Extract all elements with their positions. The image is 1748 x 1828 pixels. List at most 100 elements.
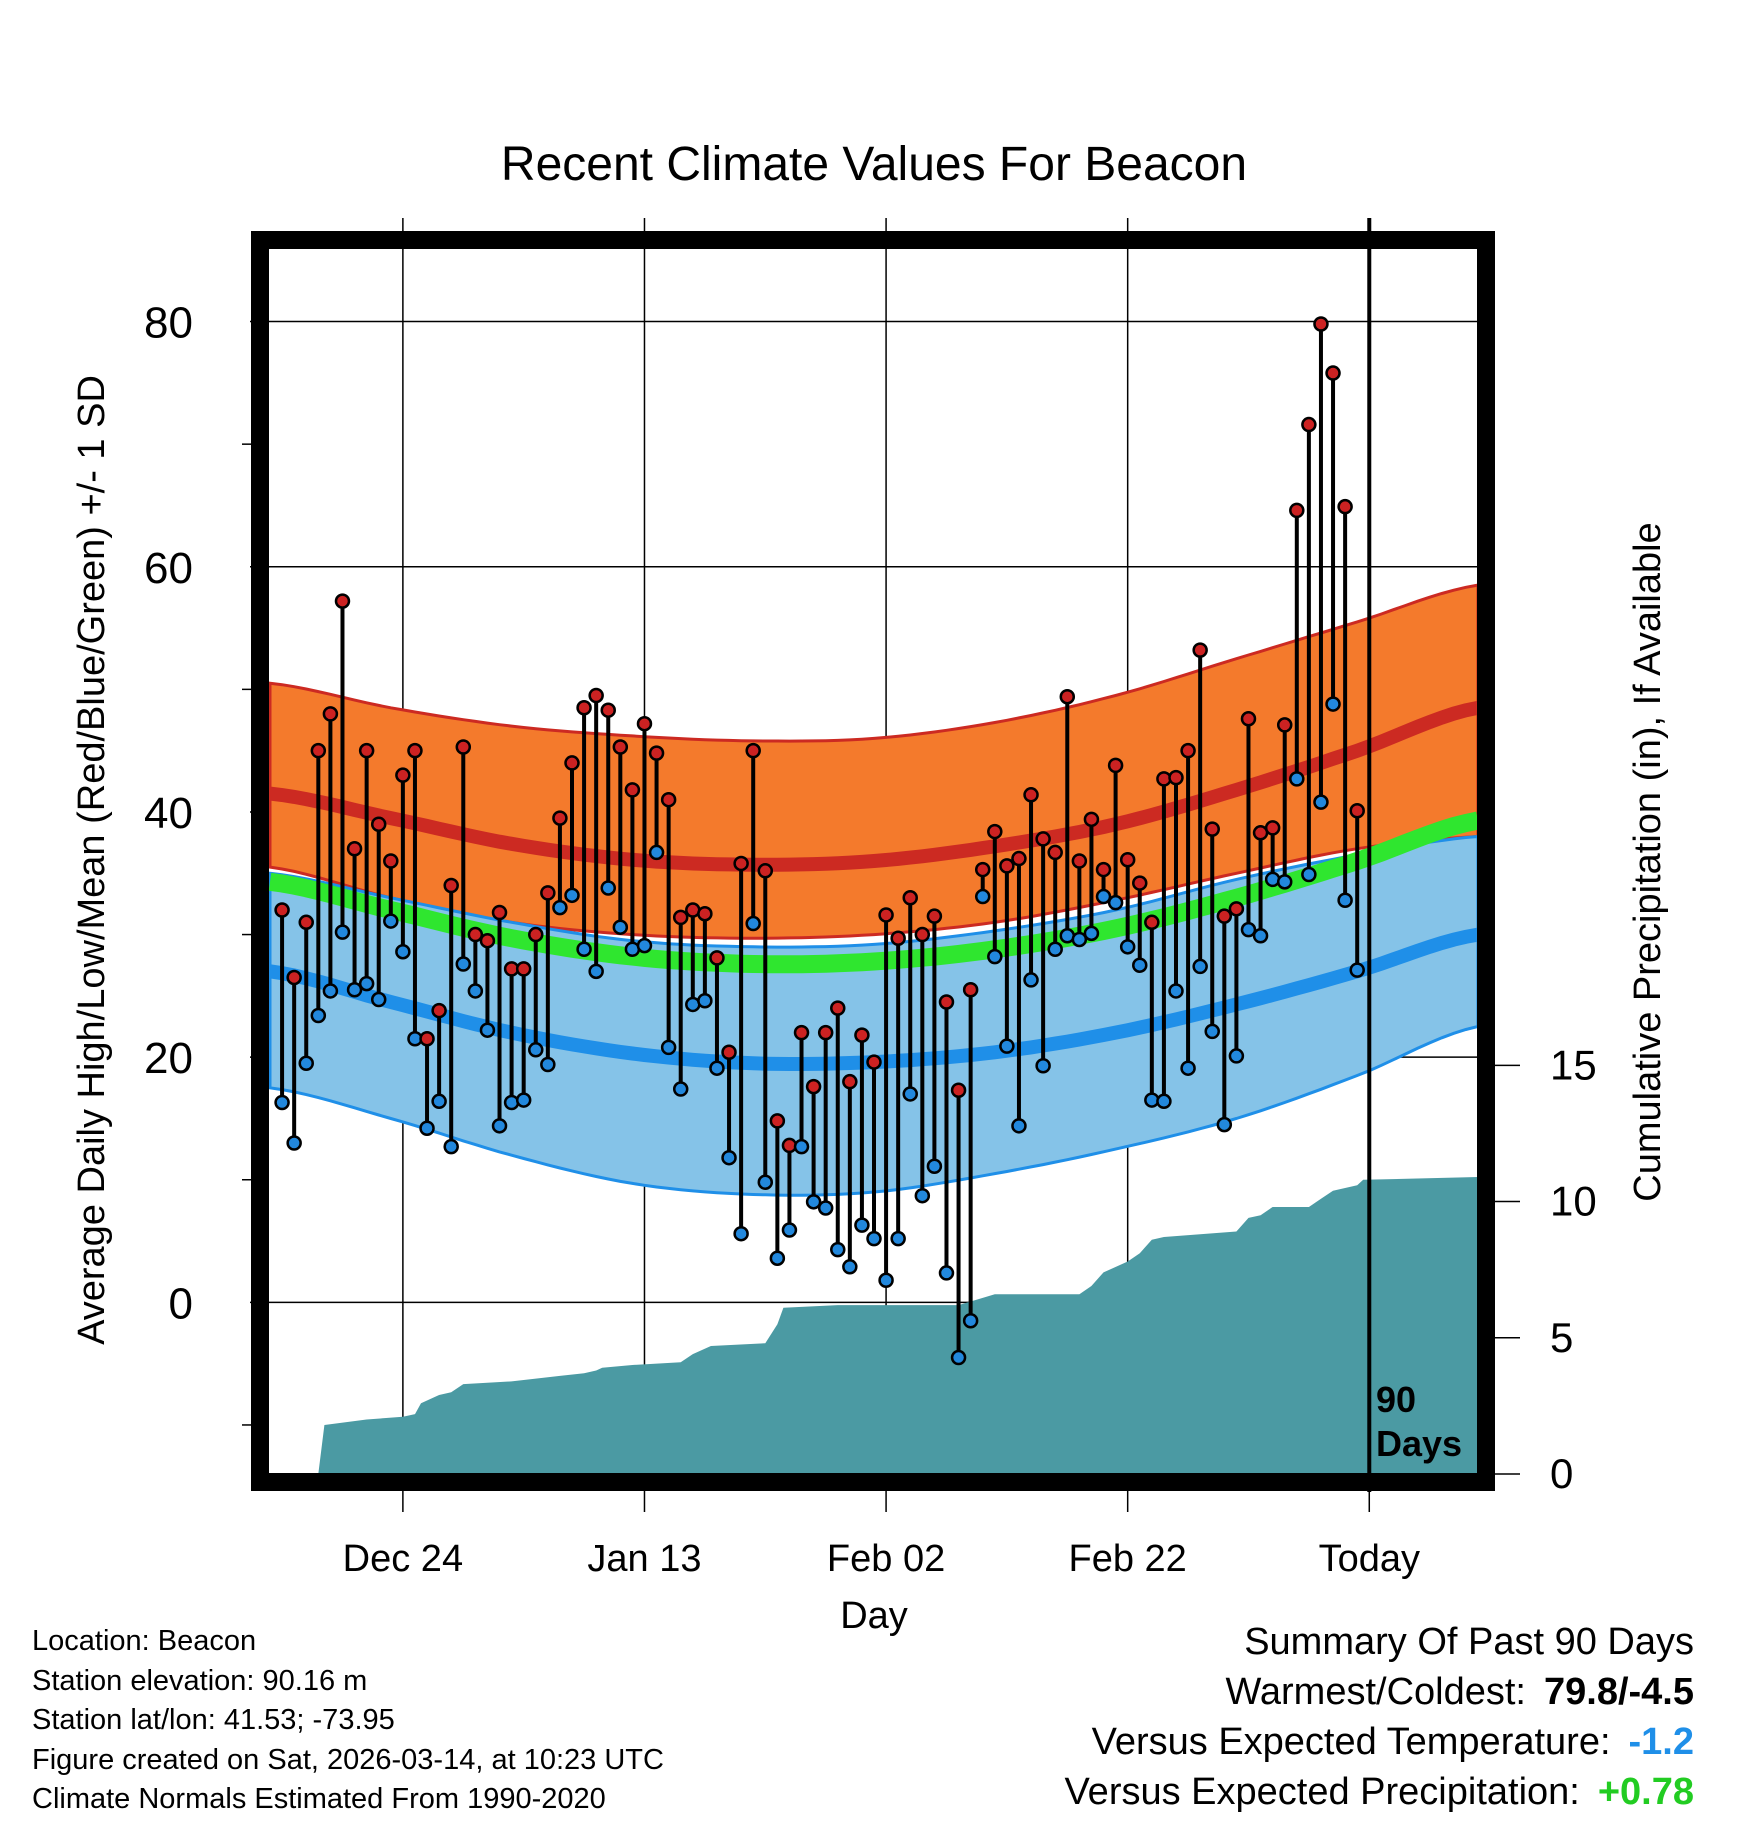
x-axis-label: Day (840, 1595, 908, 1637)
high-point-84 (1289, 502, 1305, 519)
low-point-77 (1204, 1023, 1220, 1040)
high-point-14 (443, 877, 459, 894)
today-marker-label: 90 (1376, 1379, 1416, 1420)
high-point-59 (987, 823, 1003, 840)
high-point-45 (817, 1024, 834, 1041)
low-point-66 (1071, 931, 1088, 948)
high-point-87 (1325, 365, 1341, 381)
low-point-74 (1168, 983, 1184, 999)
high-point-54 (926, 908, 943, 924)
precipitation-area (270, 1177, 1478, 1474)
high-point-17 (479, 932, 496, 949)
station-info: Location: Beacon Station elevation: 90.1… (32, 1622, 664, 1820)
low-point-71 (1132, 957, 1148, 973)
high-point-41 (769, 1113, 786, 1129)
high-point-67 (1083, 811, 1100, 828)
high-point-61 (1011, 850, 1027, 867)
high-point-46 (830, 1000, 846, 1016)
high-point-40 (757, 863, 774, 879)
high-point-57 (962, 981, 979, 998)
high-point-79 (1228, 901, 1245, 917)
x-tick-label-3: Feb 22 (1069, 1538, 1187, 1580)
high-point-50 (878, 907, 894, 923)
high-point-60 (999, 858, 1015, 874)
high-point-76 (1192, 642, 1208, 658)
low-point-46 (830, 1241, 846, 1258)
low-point-84 (1289, 771, 1305, 787)
low-point-38 (733, 1225, 749, 1242)
low-point-13 (431, 1093, 447, 1110)
high-point-74 (1168, 769, 1184, 786)
high-point-35 (697, 905, 713, 922)
low-point-22 (540, 1056, 556, 1073)
high-point-78 (1216, 908, 1233, 924)
high-point-38 (733, 855, 749, 872)
low-point-12 (419, 1120, 435, 1137)
high-point-28 (612, 739, 629, 755)
summary-temp: Versus Expected Temperature: -1.2 (1064, 1717, 1694, 1767)
daily-observations (274, 218, 1372, 1492)
high-point-55 (938, 994, 955, 1010)
low-point-6 (346, 981, 363, 998)
low-point-26 (588, 963, 604, 980)
low-point-80 (1240, 921, 1257, 938)
high-point-20 (515, 961, 532, 977)
low-point-87 (1325, 696, 1341, 712)
low-point-25 (576, 941, 592, 958)
low-point-23 (552, 899, 568, 916)
low-point-20 (515, 1092, 532, 1108)
summary-panel: Summary Of Past 90 Days Warmest/Coldest:… (1064, 1617, 1694, 1817)
high-point-1 (286, 969, 302, 986)
location-line: Location: Beacon (32, 1625, 257, 1657)
high-point-83 (1276, 717, 1293, 733)
low-point-41 (769, 1250, 786, 1266)
high-point-70 (1119, 852, 1136, 868)
precip-area (270, 1177, 1478, 1474)
low-point-55 (938, 1265, 955, 1281)
low-point-44 (805, 1194, 822, 1210)
low-point-39 (745, 915, 761, 932)
high-point-85 (1301, 416, 1317, 433)
low-point-40 (757, 1174, 774, 1190)
low-point-76 (1192, 958, 1208, 975)
high-point-31 (648, 745, 665, 761)
high-point-63 (1035, 831, 1051, 847)
high-point-39 (745, 742, 761, 759)
precip-label: Versus Expected Precipitation: (1064, 1771, 1580, 1813)
y-axis-label: Average Daily High/Low/Mean (Red/Blue/Gr… (71, 375, 113, 1345)
high-point-7 (358, 742, 375, 759)
high-point-3 (310, 742, 327, 759)
low-point-56 (950, 1349, 967, 1366)
low-point-16 (467, 983, 484, 999)
summary-precip: Versus Expected Precipitation: +0.78 (1064, 1767, 1694, 1817)
y2-tick-label-0: 0 (1550, 1450, 1573, 1497)
high-point-32 (660, 791, 677, 808)
high-point-71 (1132, 875, 1148, 891)
y2-tick-label-1: 5 (1550, 1314, 1573, 1361)
low-point-82 (1264, 871, 1281, 888)
low-point-21 (528, 1042, 544, 1058)
high-point-58 (974, 861, 991, 878)
plot-frame (251, 231, 1495, 1491)
created-line: Figure created on Sat, 2026-03-14, at 10… (32, 1743, 664, 1776)
high-point-64 (1047, 844, 1063, 861)
low-point-14 (443, 1138, 459, 1155)
x-tick-label-4: Today (1319, 1538, 1420, 1580)
high-point-5 (334, 593, 351, 609)
low-point-24 (564, 887, 580, 904)
high-point-2 (298, 914, 314, 931)
low-point-4 (322, 983, 339, 999)
low-sd-upper-edge (269, 835, 1479, 949)
high-point-77 (1204, 821, 1220, 837)
chart-title: Recent Climate Values For Beacon (501, 138, 1247, 191)
low-point-48 (854, 1217, 870, 1233)
high-point-27 (600, 702, 616, 718)
high-point-36 (709, 950, 725, 966)
low-point-1 (286, 1135, 302, 1151)
high-point-82 (1264, 820, 1281, 836)
high-point-65 (1059, 688, 1076, 705)
low-point-51 (890, 1230, 906, 1247)
low-point-37 (721, 1149, 737, 1166)
low-point-58 (974, 888, 991, 905)
high-point-72 (1144, 914, 1160, 931)
